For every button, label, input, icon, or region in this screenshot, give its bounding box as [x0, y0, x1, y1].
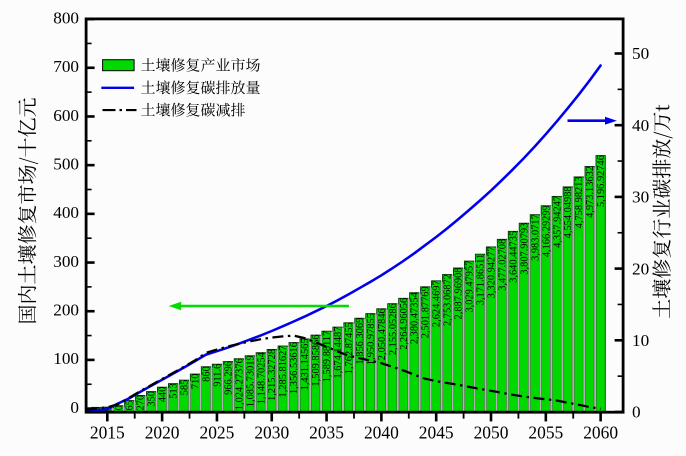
svg-text:4,166.29299: 4,166.29299: [541, 205, 552, 257]
svg-text:40: 40: [632, 116, 649, 135]
svg-text:1,085.73019: 1,085.73019: [245, 355, 256, 407]
svg-text:200: 200: [53, 301, 79, 320]
svg-text:3,320.94277: 3,320.94277: [487, 246, 498, 298]
svg-text:500: 500: [53, 154, 79, 173]
svg-text:1,024.27376: 1,024.27376: [234, 358, 245, 410]
svg-text:0: 0: [70, 398, 79, 417]
svg-text:2,155.05286: 2,155.05286: [388, 303, 399, 355]
svg-text:2,050.47846: 2,050.47846: [377, 308, 388, 360]
svg-text:3,171.86511: 3,171.86511: [476, 254, 487, 306]
svg-text:2055: 2055: [528, 423, 563, 443]
svg-text:1,356.53616: 1,356.53616: [289, 342, 300, 394]
svg-text:1,431.14565: 1,431.14565: [300, 338, 311, 390]
svg-text:911.6: 911.6: [212, 364, 223, 387]
svg-text:100: 100: [53, 349, 79, 368]
svg-text:2,501.87769: 2,501.87769: [421, 286, 432, 338]
svg-text:0: 0: [632, 403, 641, 422]
svg-text:300: 300: [53, 252, 79, 271]
svg-text:440: 440: [158, 387, 169, 403]
svg-text:800: 800: [53, 8, 79, 27]
svg-text:4,973.13632: 4,973.13632: [585, 166, 596, 218]
svg-text:700: 700: [53, 57, 79, 76]
svg-text:2040: 2040: [364, 423, 399, 443]
svg-text:2,887.96908: 2,887.96908: [454, 267, 465, 319]
svg-text:60: 60: [114, 405, 125, 415]
svg-text:20: 20: [632, 259, 649, 278]
svg-text:1,148.70254: 1,148.70254: [256, 351, 267, 404]
svg-text:513: 513: [169, 383, 180, 399]
svg-text:860: 860: [201, 366, 212, 382]
svg-text:1,285.81627: 1,285.81627: [278, 346, 289, 398]
svg-text:165: 165: [125, 400, 136, 416]
svg-text:600: 600: [53, 106, 79, 125]
svg-text:5,196.92746: 5,196.92746: [596, 155, 607, 207]
svg-text:3,029.47957: 3,029.47957: [465, 261, 476, 313]
svg-text:1,950.97855: 1,950.97855: [366, 313, 377, 365]
svg-text:3,983.0717: 3,983.0717: [530, 214, 541, 261]
svg-text:4,758.98213: 4,758.98213: [574, 176, 585, 228]
svg-text:3,640.44735: 3,640.44735: [508, 231, 519, 283]
svg-text:50: 50: [632, 44, 649, 63]
svg-text:2050: 2050: [474, 423, 509, 443]
svg-text:4,554.04988: 4,554.04988: [563, 186, 574, 238]
svg-text:1,509.85866: 1,509.85866: [311, 335, 322, 387]
svg-text:966.296: 966.296: [223, 361, 234, 395]
svg-text:1,856.3069: 1,856.3069: [355, 318, 366, 365]
svg-text:1,589.88117: 1,589.88117: [322, 331, 333, 383]
svg-text:3,477.02708: 3,477.02708: [497, 239, 508, 291]
svg-text:2015: 2015: [90, 423, 125, 443]
svg-text:30: 30: [632, 188, 649, 207]
svg-text:1,215.32728: 1,215.32728: [267, 349, 278, 401]
svg-text:2,624.4697: 2,624.4697: [432, 280, 443, 327]
svg-text:4,357.94247: 4,357.94247: [552, 196, 563, 248]
svg-text:2060: 2060: [583, 423, 618, 443]
svg-text:3,807.90793: 3,807.90793: [519, 223, 530, 275]
svg-text:2025: 2025: [200, 423, 235, 443]
svg-text:2035: 2035: [309, 423, 344, 443]
svg-text:2,264.96056: 2,264.96056: [399, 298, 410, 350]
svg-text:2,753.06872: 2,753.06872: [443, 274, 454, 326]
svg-text:2020: 2020: [145, 423, 180, 443]
svg-text:2045: 2045: [419, 423, 454, 443]
svg-text:585: 585: [180, 380, 191, 396]
svg-text:350: 350: [147, 391, 158, 407]
svg-text:2030: 2030: [254, 423, 289, 443]
svg-text:270: 270: [136, 395, 147, 411]
svg-text:1,762.87455: 1,762.87455: [344, 322, 355, 374]
svg-text:710: 710: [191, 374, 202, 390]
svg-text:400: 400: [53, 203, 79, 222]
svg-text:10: 10: [632, 331, 649, 350]
svg-text:2,380.47354: 2,380.47354: [410, 291, 421, 344]
